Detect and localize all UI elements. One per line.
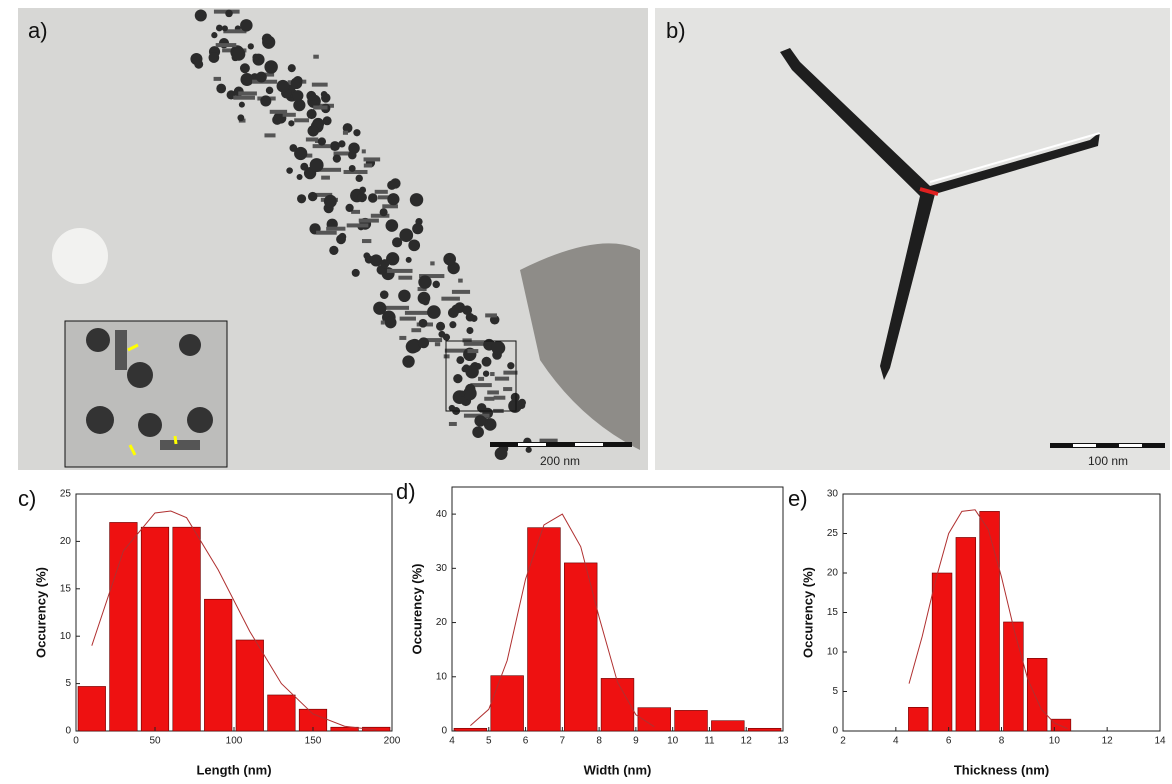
x-tick-label: 5 [486, 736, 492, 747]
x-tick-label: 7 [560, 736, 566, 747]
bar [564, 562, 598, 732]
bar [674, 710, 708, 732]
y-axis-label: Occurency (%) [33, 567, 48, 658]
bar [600, 678, 635, 732]
y-tick-label: 0 [441, 726, 447, 737]
bar [1003, 621, 1024, 732]
x-tick-label: 0 [73, 736, 79, 747]
x-tick-label: 100 [226, 736, 243, 747]
x-tick-label: 4 [893, 736, 899, 747]
y-axis-label: Occurency (%) [409, 563, 424, 654]
panel-label: e) [788, 486, 808, 511]
y-tick-label: 10 [827, 647, 839, 658]
x-tick-label: 6 [523, 736, 529, 747]
y-tick-label: 10 [436, 671, 448, 682]
x-tick-label: 200 [384, 736, 401, 747]
x-tick-label: 150 [305, 736, 322, 747]
scale-bar-label: 200 nm [540, 454, 580, 468]
y-axis-label: Occurency (%) [800, 567, 815, 658]
x-tick-label: 12 [1102, 736, 1114, 747]
bar [931, 572, 953, 732]
y-tick-label: 30 [827, 489, 839, 500]
x-tick-label: 4 [449, 736, 455, 747]
bar [267, 694, 296, 732]
x-axis-label: Length (nm) [196, 762, 271, 777]
y-tick-label: 10 [60, 631, 72, 642]
x-tick-label: 10 [667, 736, 679, 747]
bar [109, 522, 138, 732]
bar [453, 727, 488, 732]
y-tick-label: 30 [436, 563, 448, 574]
x-tick-label: 9 [633, 736, 639, 747]
x-tick-label: 2 [840, 736, 846, 747]
y-tick-label: 0 [65, 726, 71, 737]
bar [747, 727, 782, 732]
x-tick-label: 8 [999, 736, 1005, 747]
x-tick-label: 13 [777, 736, 789, 747]
bar [204, 598, 233, 732]
bar [1050, 718, 1072, 732]
y-tick-label: 25 [60, 489, 72, 500]
plot-frame [842, 493, 1161, 732]
y-tick-label: 5 [65, 678, 71, 689]
fit-curve [470, 513, 655, 728]
bar [527, 527, 561, 732]
x-tick-label: 8 [596, 736, 602, 747]
tem-image-b: b) 100 nm [655, 8, 1170, 470]
panel-label: c) [18, 486, 36, 511]
y-tick-label: 15 [60, 583, 72, 594]
bar [330, 726, 359, 732]
y-tick-label: 20 [827, 568, 839, 579]
bar [362, 726, 391, 732]
bar [77, 686, 106, 732]
bar [908, 706, 929, 732]
x-tick-label: 11 [704, 736, 715, 747]
bar [140, 526, 170, 732]
fit-curve [908, 509, 1068, 730]
bar [490, 675, 524, 732]
x-tick-label: 50 [149, 736, 161, 747]
panel-label: a) [28, 18, 48, 43]
y-tick-label: 40 [436, 509, 448, 520]
y-tick-label: 20 [436, 617, 448, 628]
x-axis-label: Width (nm) [584, 762, 652, 777]
bar [637, 707, 671, 732]
bar [172, 526, 201, 732]
x-tick-label: 6 [946, 736, 952, 747]
panel-label: d) [396, 479, 416, 504]
x-axis-label: Thickness (nm) [954, 762, 1049, 777]
tem-image-a: a) 200 nm [18, 8, 648, 470]
bar [1026, 658, 1048, 732]
x-tick-label: 14 [1154, 736, 1166, 747]
panel-label: b) [666, 18, 686, 43]
bar [711, 720, 745, 732]
y-tick-label: 5 [832, 686, 838, 697]
bar [235, 639, 264, 732]
scale-bar-label: 100 nm [1088, 454, 1128, 468]
fit-curve [91, 510, 377, 731]
x-tick-label: 10 [1049, 736, 1061, 747]
y-tick-label: 0 [832, 726, 838, 737]
y-tick-label: 15 [827, 607, 839, 618]
y-tick-label: 20 [60, 536, 72, 547]
y-tick-label: 25 [827, 528, 839, 539]
bar [955, 537, 977, 732]
bar [979, 511, 1000, 732]
x-tick-label: 12 [741, 736, 753, 747]
